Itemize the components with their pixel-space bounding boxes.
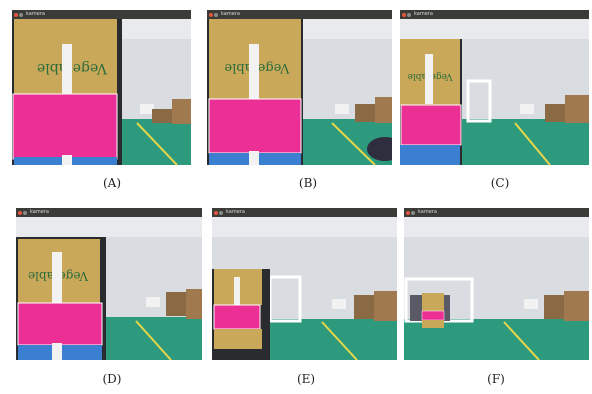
window-title: kamera [418, 209, 437, 215]
minimize-icon[interactable] [23, 210, 27, 215]
window-titlebar: kamera [12, 10, 191, 19]
window-titlebar: kamera [404, 208, 589, 217]
window-title: kamera [414, 11, 433, 17]
close-icon[interactable] [214, 210, 218, 215]
camera-feed: Vegetable [207, 19, 392, 165]
camera-window-c: kamera Vegetable [400, 10, 589, 165]
caption: (A) [102, 176, 122, 190]
camera-window-e: kamera [212, 208, 397, 360]
caption: (C) [490, 176, 510, 190]
camera-window-f: kamera [404, 208, 589, 360]
minimize-icon[interactable] [219, 210, 223, 215]
minimize-icon[interactable] [407, 12, 411, 17]
camera-feed: Vegetable [400, 19, 589, 165]
window-titlebar: kamera [16, 208, 202, 217]
caption: (B) [298, 176, 318, 190]
close-icon[interactable] [406, 210, 410, 215]
camera-window-a: kamera Vegetable [12, 10, 191, 165]
window-titlebar: kamera [400, 10, 589, 19]
caption: (D) [102, 372, 122, 386]
caption: (E) [296, 372, 316, 386]
window-titlebar: kamera [212, 208, 397, 217]
window-title: kamera [221, 11, 240, 17]
camera-feed: Vegetable [16, 217, 202, 360]
minimize-icon[interactable] [214, 12, 218, 17]
minimize-icon[interactable] [19, 12, 23, 17]
camera-feed [404, 217, 589, 360]
window-title: kamera [26, 11, 45, 17]
caption: (F) [487, 372, 505, 386]
window-titlebar: kamera [207, 10, 392, 19]
camera-feed: Vegetable [12, 19, 191, 165]
close-icon[interactable] [209, 12, 213, 17]
minimize-icon[interactable] [411, 210, 415, 215]
camera-window-b: kamera Vegetable [207, 10, 392, 165]
camera-window-d: kamera Vegetable [16, 208, 202, 360]
svg-text:Vegetable: Vegetable [37, 60, 108, 76]
close-icon[interactable] [402, 12, 406, 17]
close-icon[interactable] [14, 12, 18, 17]
close-icon[interactable] [18, 210, 22, 215]
camera-feed [212, 217, 397, 360]
window-title: kamera [226, 209, 245, 215]
window-title: kamera [30, 209, 49, 215]
